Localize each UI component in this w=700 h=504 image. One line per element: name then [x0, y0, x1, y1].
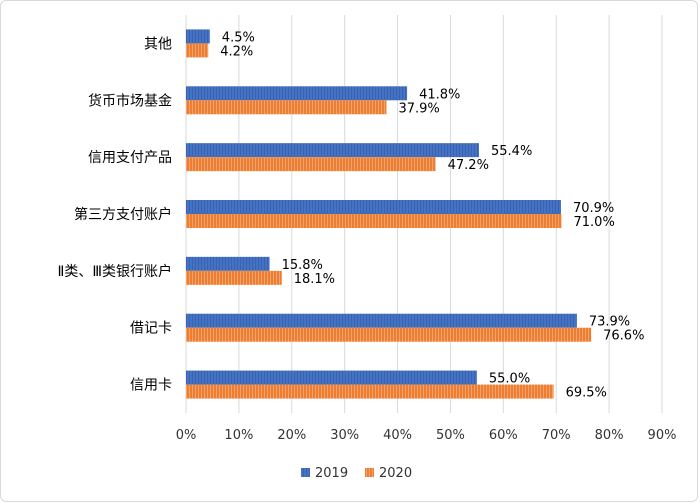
bar-2020-2 [186, 157, 436, 172]
data-label: 18.1% [294, 272, 335, 287]
x-tick-label: 80% [595, 428, 624, 443]
bar-2019-1 [186, 86, 408, 101]
bar-2020-0 [186, 43, 209, 58]
x-tick-label: 40% [383, 428, 412, 443]
legend-swatch-2019 [301, 468, 310, 477]
bar-2020-3 [186, 214, 562, 228]
bar-2020-6 [186, 384, 554, 399]
legend: 2019 2020 [301, 466, 412, 481]
x-tick-label: 0% [176, 428, 197, 443]
bar-2019-3 [186, 200, 561, 214]
bar-2019-4 [186, 256, 270, 271]
category-label: 第三方支付账户 [74, 206, 172, 223]
data-label: 4.2% [220, 44, 253, 59]
x-tick-label: 30% [330, 428, 359, 443]
category-label: 借记卡 [130, 321, 172, 337]
category-label: 信用支付产品 [88, 150, 172, 166]
data-label: 55.0% [489, 372, 530, 387]
x-axis-ticks: 0% 10% 20% 30% 40% 50% 60% 70% 80% 90% [176, 428, 677, 443]
data-label: 71.0% [574, 215, 615, 230]
data-label: 73.9% [589, 315, 630, 330]
data-label: 47.2% [448, 158, 489, 173]
x-tick-label: 90% [648, 428, 677, 443]
category-label: 其他 [144, 36, 172, 52]
bar-2019-6 [186, 370, 477, 385]
x-tick-label: 70% [542, 428, 571, 443]
x-tick-label: 50% [436, 428, 465, 443]
bar-2019-0 [186, 29, 210, 44]
bar-2020-1 [186, 100, 387, 115]
legend-label-2019: 2019 [315, 466, 348, 481]
bar-2019-5 [186, 313, 577, 328]
x-tick-label: 60% [489, 428, 518, 443]
bar-2019-2 [186, 143, 480, 158]
bar-2020-4 [186, 270, 282, 285]
data-label: 76.6% [603, 329, 644, 344]
legend-swatch-2020 [365, 468, 374, 477]
data-label: 41.8% [419, 87, 460, 102]
category-label: Ⅱ类、Ⅲ类银行账户 [57, 263, 172, 280]
data-label: 4.5% [222, 30, 255, 45]
legend-label-2020: 2020 [379, 466, 412, 481]
category-label: 信用卡 [130, 378, 172, 394]
data-label: 55.4% [491, 144, 532, 159]
x-tick-label: 10% [224, 428, 253, 443]
data-labels: 4.5%4.2% 41.8%37.9% 55.4%47.2% 70.9%71.0% 15… [220, 30, 644, 400]
data-label: 15.8% [282, 258, 323, 273]
data-label: 70.9% [573, 201, 614, 216]
x-tick-label: 20% [277, 428, 306, 443]
category-label: 货币市场基金 [88, 92, 172, 109]
data-label: 37.9% [398, 101, 439, 116]
data-label: 69.5% [566, 386, 607, 401]
bars [186, 29, 592, 399]
bar-2020-5 [186, 327, 592, 342]
